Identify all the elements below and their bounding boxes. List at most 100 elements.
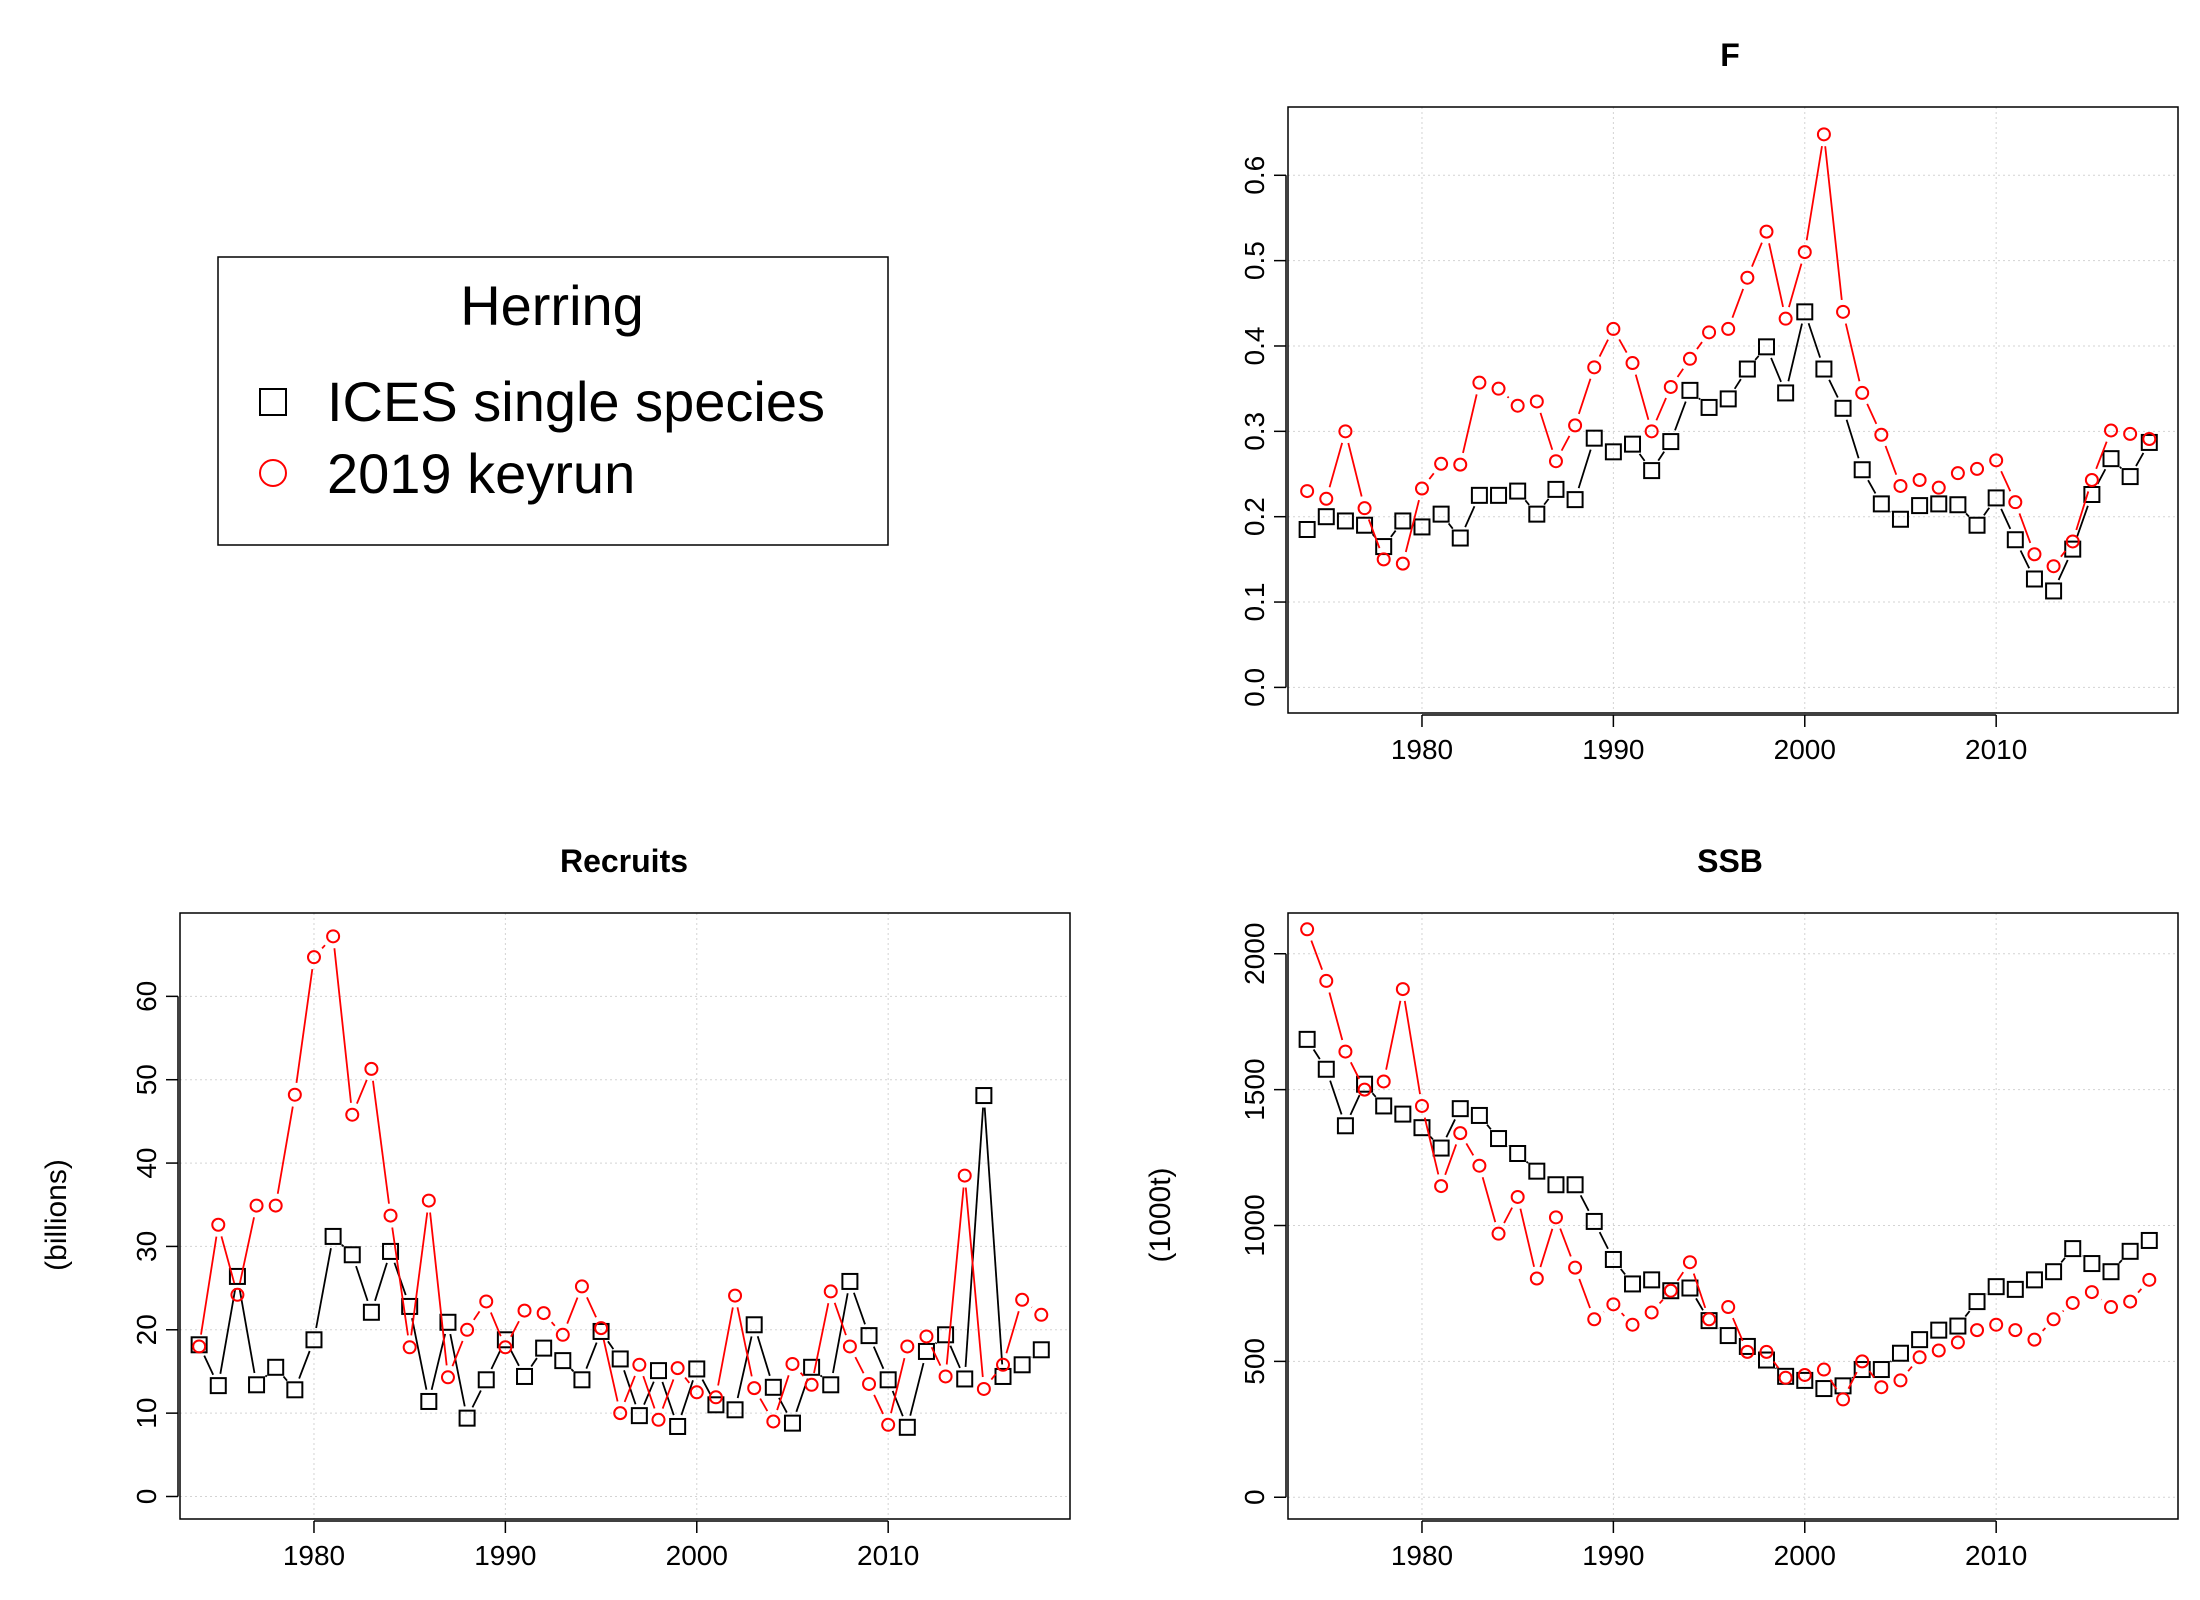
data-point-square [2102,450,2120,468]
data-point-square [630,1407,648,1425]
data-point-circle [1721,1300,1736,1315]
data-point-circle [192,1339,207,1354]
data-point-circle [862,1376,877,1391]
data-point-square [1853,1361,1871,1379]
series-line-segment [833,1302,847,1336]
data-point-square [1336,1117,1354,1135]
panel-f: F 1980 1990 2000 2010 0.0 0.1 0.2 0.3 0.4 0.5 0.6 [1239,37,2179,765]
data-point-square [1681,381,1699,399]
data-point-square [669,1417,687,1435]
data-point-circle [1912,472,1927,487]
series-line-segment [949,1345,961,1369]
data-point-circle [1950,1335,1965,1350]
x-tick-label: 1990 [1582,1540,1644,1571]
data-point-circle [1472,375,1487,390]
data-point-circle [383,1208,398,1223]
series-line-segment [873,1394,884,1415]
series-line-segment [1676,368,1684,378]
data-point-square [2064,1240,2082,1258]
data-point-circle [804,1377,819,1392]
series-line-segment [1462,394,1478,454]
series-line-segment [1598,1231,1609,1250]
data-point-circle [651,1412,666,1427]
y-tick-label: 30 [131,1231,162,1262]
series-line-segment [566,1297,579,1324]
series-line-segment [471,1390,482,1408]
series-line-segment [1486,1124,1492,1130]
series-line-segment [1638,453,1646,462]
series-line-segment [1884,445,1898,476]
data-point-circle [613,1406,628,1421]
data-point-square [1509,1144,1527,1162]
panel-ssb-ylabel: (1000t) [1144,1167,1177,1262]
data-point-circle [1740,1344,1755,1359]
data-point-square [1013,1356,1031,1374]
data-point-square [1891,510,1909,528]
data-point-circle [1931,480,1946,495]
data-point-square [1317,1060,1335,1078]
data-point-circle [1587,1312,1602,1327]
series-line-segment [2119,466,2123,470]
data-point-circle [345,1107,360,1122]
data-point-circle [1587,360,1602,375]
data-point-circle [996,1357,1011,1372]
series-line-segment [607,1340,615,1350]
series-line-segment [1695,1297,1704,1311]
data-point-square [1662,433,1680,451]
data-point-circle [1893,1373,1908,1388]
data-point-circle [1855,385,1870,400]
data-point-circle [517,1303,532,1318]
data-point-circle [211,1217,226,1232]
data-point-circle [2142,432,2157,447]
data-point-circle [823,1284,838,1299]
data-point-circle [2104,423,2119,438]
series-line-segment [1844,323,1861,382]
data-point-circle [1568,1260,1583,1275]
data-point-square [1700,398,1718,416]
data-point-square [2083,1255,2101,1273]
series-line-segment [1312,1048,1321,1060]
data-point-square [1394,1105,1412,1123]
series-line-segment [473,1310,481,1321]
series-line-segment [239,1217,255,1284]
series-line-segment [1787,323,1803,382]
data-point-circle [1950,466,1965,481]
series-line-segment [813,1303,830,1374]
data-point-circle [2084,1285,2099,1300]
data-point-square [1738,360,1756,378]
data-point-square [1336,512,1354,530]
series-line-segment [717,1307,734,1386]
series-line-segment [276,1106,294,1194]
x-tick-label: 1980 [283,1540,345,1571]
data-point-circle [1606,1297,1621,1312]
series-line-segment [1692,1273,1707,1309]
series-line-segment [321,944,326,949]
data-point-circle [268,1198,283,1213]
series-line-segment [1866,403,1878,425]
series-line-segment [1788,263,1803,308]
data-point-square [1413,1119,1431,1137]
data-point-square [1738,1337,1756,1355]
data-point-circle [1912,1350,1927,1365]
series-line-segment [964,1107,984,1368]
data-point-square [1317,508,1335,526]
data-point-circle [1836,304,1851,319]
data-point-square [1719,390,1737,408]
series-line-segment [586,1296,597,1318]
series-line-segment [1907,1365,1913,1372]
data-point-square [343,1246,361,1264]
series-line-segment [1768,243,1784,308]
series-line-segment [2062,1310,2065,1313]
data-point-square [1930,1321,1948,1339]
data-point-square [1547,1176,1565,1194]
data-point-square [2121,468,2139,486]
data-point-circle [402,1340,417,1355]
data-point-circle [1548,1210,1563,1225]
series-line-segment [430,1333,447,1391]
series-line-segment [1772,1360,1780,1369]
series-line-segment [1329,1080,1343,1115]
data-point-square [1930,495,1948,513]
data-point-circle [1778,1370,1793,1385]
data-point-circle [2046,559,2061,574]
data-point-circle [2123,426,2138,441]
